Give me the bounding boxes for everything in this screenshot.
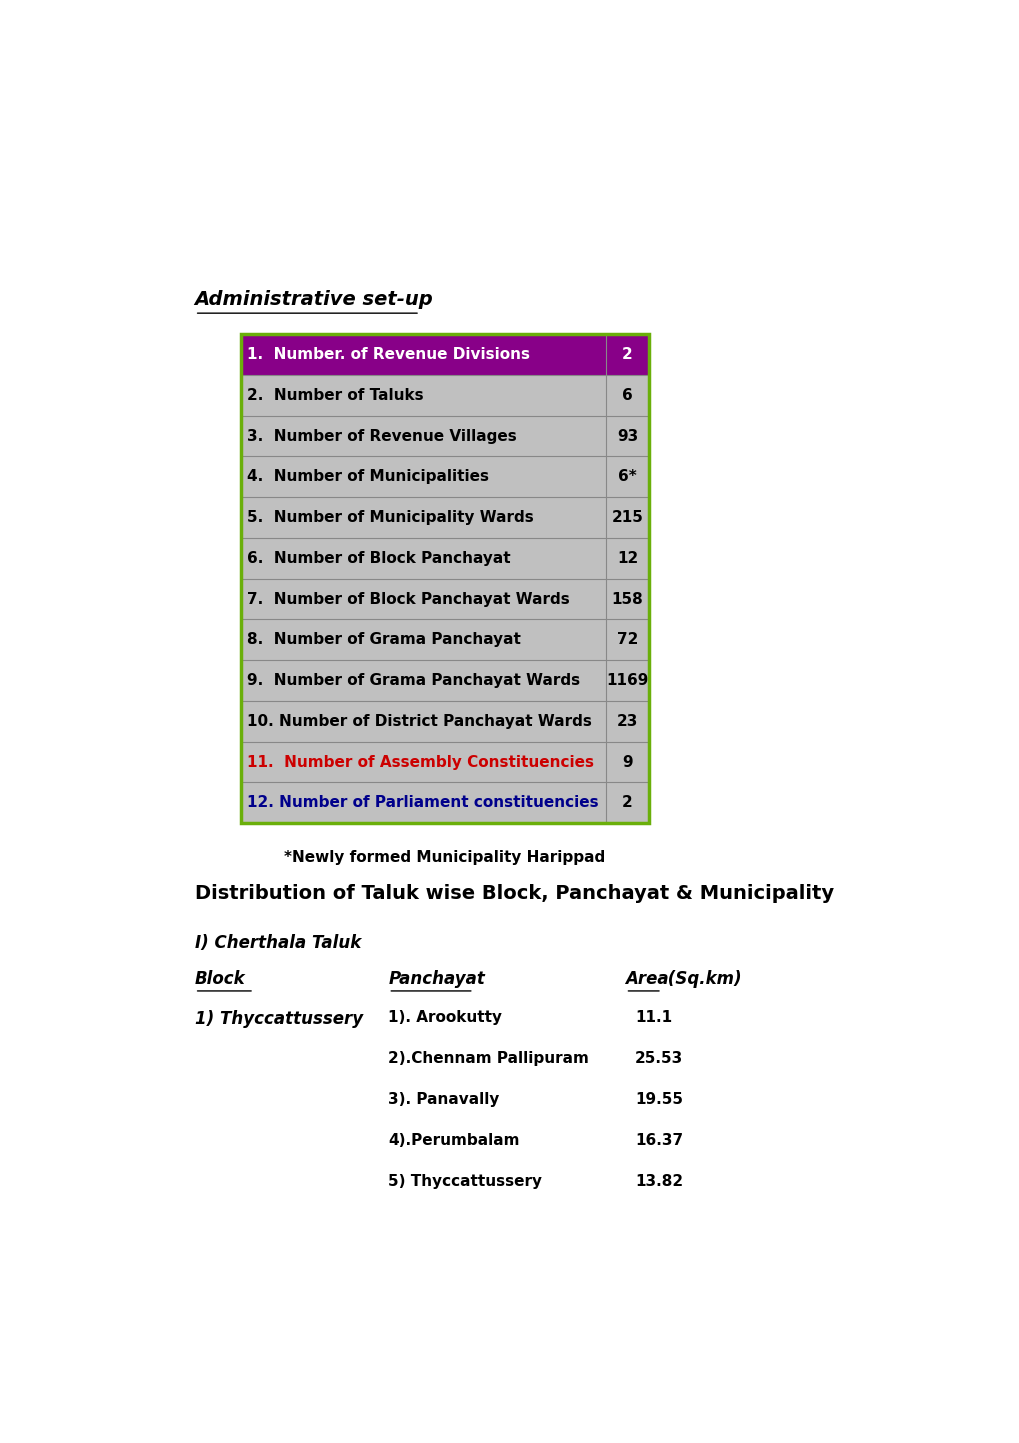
Text: 1) Thyccattussery: 1) Thyccattussery bbox=[195, 1010, 363, 1027]
Bar bbox=[240, 782, 649, 823]
Text: 158: 158 bbox=[611, 592, 643, 606]
Bar bbox=[240, 701, 649, 742]
Bar bbox=[240, 375, 649, 416]
Text: 6*: 6* bbox=[618, 469, 636, 485]
Text: 16.37: 16.37 bbox=[635, 1133, 683, 1149]
Text: Administrative set-up: Administrative set-up bbox=[195, 290, 433, 309]
Text: 7.  Number of Block Panchayat Wards: 7. Number of Block Panchayat Wards bbox=[247, 592, 569, 606]
Text: 11.1: 11.1 bbox=[635, 1010, 672, 1025]
Bar bbox=[240, 619, 649, 661]
Text: 2: 2 bbox=[622, 348, 632, 362]
Text: 9.  Number of Grama Panchayat Wards: 9. Number of Grama Panchayat Wards bbox=[247, 672, 580, 688]
Text: 23: 23 bbox=[616, 714, 638, 729]
Text: 11.  Number of Assembly Constituencies: 11. Number of Assembly Constituencies bbox=[247, 755, 593, 769]
Text: 93: 93 bbox=[616, 429, 638, 443]
Text: 8.  Number of Grama Panchayat: 8. Number of Grama Panchayat bbox=[247, 632, 521, 648]
Bar bbox=[240, 742, 649, 782]
Bar bbox=[240, 498, 649, 538]
Text: 2.  Number of Taluks: 2. Number of Taluks bbox=[247, 388, 423, 403]
Text: 4.  Number of Municipalities: 4. Number of Municipalities bbox=[247, 469, 488, 485]
Text: *Newly formed Municipality Harippad: *Newly formed Municipality Harippad bbox=[284, 850, 605, 864]
Text: 6.  Number of Block Panchayat: 6. Number of Block Panchayat bbox=[247, 551, 510, 566]
Text: 5) Thyccattussery: 5) Thyccattussery bbox=[388, 1175, 542, 1189]
Text: 5.  Number of Municipality Wards: 5. Number of Municipality Wards bbox=[247, 511, 533, 525]
Bar bbox=[240, 538, 649, 579]
Text: 1). Arookutty: 1). Arookutty bbox=[388, 1010, 502, 1025]
Text: 1.  Number. of Revenue Divisions: 1. Number. of Revenue Divisions bbox=[247, 348, 529, 362]
Text: 9: 9 bbox=[622, 755, 632, 769]
Text: 72: 72 bbox=[616, 632, 638, 648]
Bar bbox=[240, 456, 649, 498]
Bar bbox=[240, 335, 649, 823]
Text: 10. Number of District Panchayat Wards: 10. Number of District Panchayat Wards bbox=[247, 714, 591, 729]
Bar bbox=[240, 416, 649, 456]
Bar bbox=[240, 661, 649, 701]
Text: Panchayat: Panchayat bbox=[388, 970, 485, 988]
Text: 25.53: 25.53 bbox=[635, 1051, 683, 1066]
Text: 2).Chennam Pallipuram: 2).Chennam Pallipuram bbox=[388, 1051, 589, 1066]
Text: 4).Perumbalam: 4).Perumbalam bbox=[388, 1133, 520, 1149]
Text: 19.55: 19.55 bbox=[635, 1092, 683, 1107]
Text: 12: 12 bbox=[616, 551, 638, 566]
Text: 3.  Number of Revenue Villages: 3. Number of Revenue Villages bbox=[247, 429, 516, 443]
Text: (Sq.km): (Sq.km) bbox=[661, 970, 741, 988]
Text: 6: 6 bbox=[622, 388, 632, 403]
Text: 2: 2 bbox=[622, 795, 632, 811]
Text: Distribution of Taluk wise Block, Panchayat & Municipality: Distribution of Taluk wise Block, Pancha… bbox=[195, 885, 833, 903]
Bar bbox=[240, 579, 649, 619]
Text: Area: Area bbox=[625, 970, 668, 988]
Text: 13.82: 13.82 bbox=[635, 1175, 683, 1189]
Text: 3). Panavally: 3). Panavally bbox=[388, 1092, 499, 1107]
Text: 215: 215 bbox=[611, 511, 643, 525]
Text: 1169: 1169 bbox=[605, 672, 648, 688]
Bar bbox=[240, 335, 649, 375]
Text: 12. Number of Parliament constituencies: 12. Number of Parliament constituencies bbox=[247, 795, 598, 811]
Text: Block: Block bbox=[195, 970, 246, 988]
Text: I) Cherthala Taluk: I) Cherthala Taluk bbox=[195, 934, 361, 952]
